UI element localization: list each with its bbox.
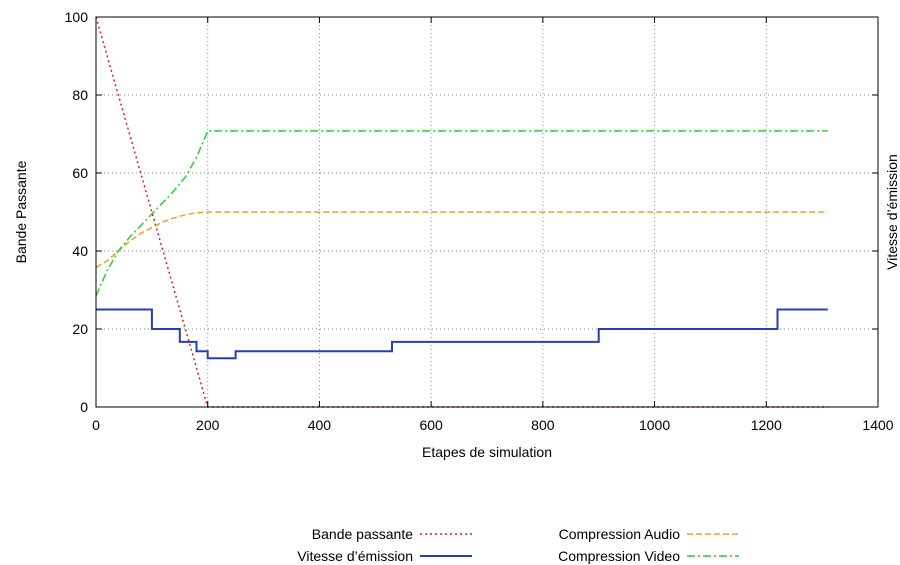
legend-label: Vitesse d’émission bbox=[297, 548, 413, 564]
y-tick-label: 20 bbox=[72, 321, 88, 337]
x-tick-label: 400 bbox=[308, 417, 332, 433]
x-axis-label: Etapes de simulation bbox=[422, 444, 552, 460]
x-ticks: 0 200 400 600 800 1000 1200 1400 bbox=[92, 17, 894, 433]
x-tick-label: 600 bbox=[419, 417, 443, 433]
series-line-4 bbox=[95, 130, 828, 297]
legend-label: Compression Audio bbox=[559, 526, 681, 542]
y-ticks: 0 20 40 60 80 100 bbox=[65, 9, 878, 415]
series-line-3 bbox=[95, 211, 828, 269]
series-line-2 bbox=[96, 308, 828, 360]
plot-frame bbox=[95, 16, 879, 408]
legend-label: Compression Video bbox=[558, 548, 680, 564]
x-tick-label: 1200 bbox=[751, 417, 782, 433]
y-tick-label: 60 bbox=[72, 165, 88, 181]
y2-axis-label: Vitesse d’émission bbox=[884, 154, 900, 270]
y-tick-label: 40 bbox=[72, 243, 88, 259]
x-tick-label: 1000 bbox=[639, 417, 670, 433]
x-tick-label: 0 bbox=[92, 417, 100, 433]
legend-label: Bande passante bbox=[312, 526, 413, 542]
legend: Bande passante Vitesse d’émission Compress… bbox=[297, 526, 739, 564]
y-axis-label: Bande Passante bbox=[13, 160, 29, 263]
y-tick-label: 100 bbox=[65, 9, 89, 25]
y-tick-label: 80 bbox=[72, 87, 88, 103]
x-tick-label: 200 bbox=[196, 417, 220, 433]
x-tick-label: 1400 bbox=[862, 417, 893, 433]
y-tick-label: 0 bbox=[80, 399, 88, 415]
x-tick-label: 800 bbox=[531, 417, 555, 433]
